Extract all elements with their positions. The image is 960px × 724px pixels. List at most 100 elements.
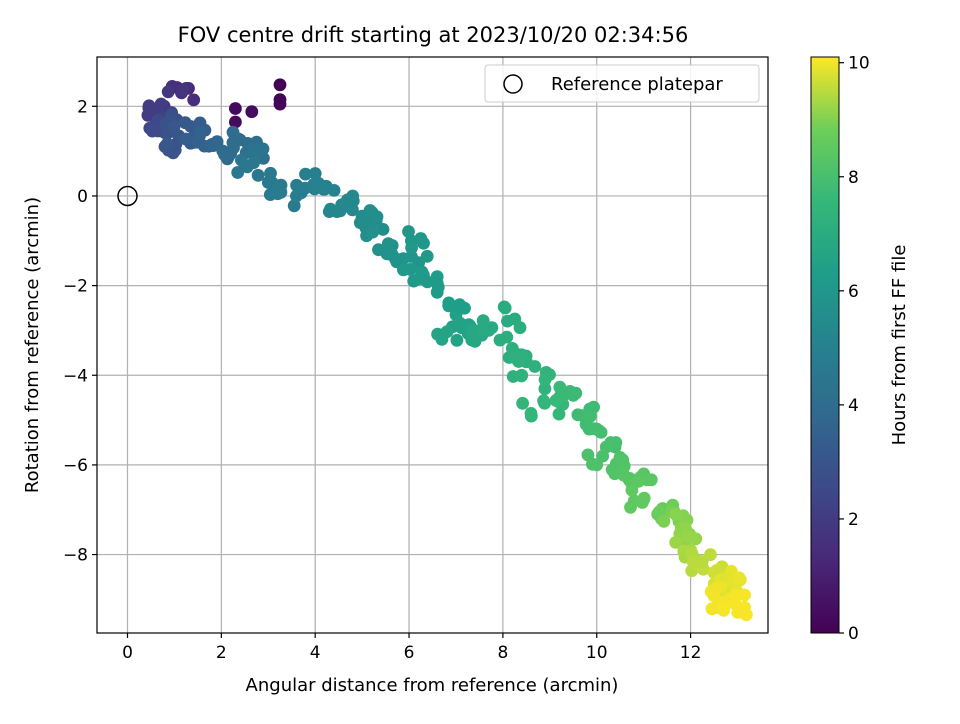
- data-point: [584, 409, 597, 423]
- data-point: [569, 386, 583, 400]
- data-point: [552, 407, 566, 421]
- data-point: [524, 407, 538, 420]
- data-point: [247, 156, 260, 170]
- data-point: [324, 202, 337, 216]
- data-point: [146, 124, 159, 138]
- data-point: [616, 453, 630, 467]
- data-point: [632, 475, 645, 488]
- data-point: [430, 285, 444, 299]
- data-point: [453, 316, 467, 330]
- data-point: [450, 333, 464, 347]
- x-tick-label: 0: [122, 643, 133, 663]
- data-point: [274, 185, 288, 199]
- data-point: [414, 232, 428, 245]
- data-point: [370, 210, 384, 224]
- x-tick-label: 2: [216, 643, 227, 663]
- data-point: [453, 298, 466, 312]
- data-point: [549, 394, 563, 407]
- legend-reference-marker: [503, 74, 523, 94]
- data-point: [513, 321, 527, 335]
- x-tick-label: 4: [310, 643, 321, 663]
- data-point: [686, 555, 700, 568]
- plot-frame: [96, 56, 769, 634]
- data-point: [442, 299, 456, 313]
- colorbar: [810, 56, 840, 634]
- x-tick-label: 6: [404, 643, 415, 663]
- y-tick-label: 0: [77, 187, 88, 207]
- data-point: [420, 249, 434, 263]
- colorbar-tick-label: 0: [848, 624, 859, 644]
- x-axis-label: Angular distance from reference (arcmin): [246, 675, 619, 696]
- data-point: [415, 265, 429, 279]
- data-point: [273, 78, 287, 92]
- data-point: [485, 321, 499, 334]
- data-point: [516, 396, 529, 410]
- x-tick-label: 12: [680, 643, 702, 663]
- chart-title: FOV centre drift starting at 2023/10/20 …: [178, 23, 689, 47]
- data-point: [256, 142, 270, 156]
- data-point: [732, 571, 746, 585]
- data-point: [509, 351, 523, 365]
- data-point: [717, 601, 731, 615]
- data-point: [515, 369, 528, 383]
- data-point: [729, 588, 742, 602]
- reference-platepar-marker: [117, 185, 138, 207]
- data-point: [376, 223, 390, 236]
- data-point: [466, 323, 480, 337]
- data-point: [625, 483, 639, 497]
- data-point: [397, 263, 410, 277]
- data-point: [161, 85, 175, 99]
- data-point: [587, 422, 600, 436]
- y-axis-ticks: −8 −6 −4 −2 0 2: [63, 97, 97, 566]
- data-point: [227, 141, 240, 155]
- x-axis-ticks: 0 2 4 6 8 10 12: [122, 633, 701, 663]
- data-point: [590, 458, 604, 472]
- x-tick-label: 10: [586, 643, 608, 663]
- colorbar-label: Hours from first FF file: [889, 245, 910, 446]
- data-point: [245, 105, 259, 119]
- data-point: [229, 102, 242, 115]
- legend-box: [484, 64, 760, 103]
- data-point: [498, 301, 512, 315]
- data-point: [731, 606, 745, 619]
- data-point: [142, 99, 156, 113]
- y-tick-label: −8: [63, 546, 88, 566]
- data-point: [299, 167, 312, 181]
- data-point: [537, 394, 550, 408]
- legend: Reference platepar: [484, 64, 760, 103]
- data-point: [430, 276, 444, 290]
- data-point: [681, 530, 695, 543]
- data-point: [218, 148, 231, 162]
- data-point: [160, 137, 174, 151]
- colorbar-tick-label: 6: [848, 282, 859, 302]
- data-point: [653, 505, 666, 519]
- data-point: [187, 93, 201, 107]
- data-point: [327, 184, 341, 197]
- data-point: [314, 180, 327, 194]
- data-point: [287, 199, 301, 213]
- data-point: [167, 120, 181, 134]
- y-tick-label: −2: [63, 277, 88, 297]
- colorbar-tick-label: 2: [848, 510, 859, 530]
- data-point: [704, 548, 717, 561]
- data-point: [571, 408, 585, 422]
- data-point: [405, 241, 418, 255]
- data-point: [353, 216, 367, 230]
- data-point: [273, 97, 287, 111]
- data-point: [366, 225, 380, 239]
- data-point: [528, 360, 542, 373]
- data-point: [246, 146, 260, 159]
- data-point: [644, 473, 658, 487]
- y-axis-label: Rotation from reference (arcmin): [22, 197, 43, 493]
- data-point: [251, 168, 265, 182]
- data-point: [179, 132, 193, 146]
- x-tick-label: 8: [497, 643, 508, 663]
- data-point: [538, 373, 552, 387]
- data-point: [468, 335, 482, 348]
- data-point: [705, 602, 719, 616]
- data-point: [657, 514, 671, 528]
- data-point: [154, 97, 168, 111]
- data-point: [695, 555, 709, 568]
